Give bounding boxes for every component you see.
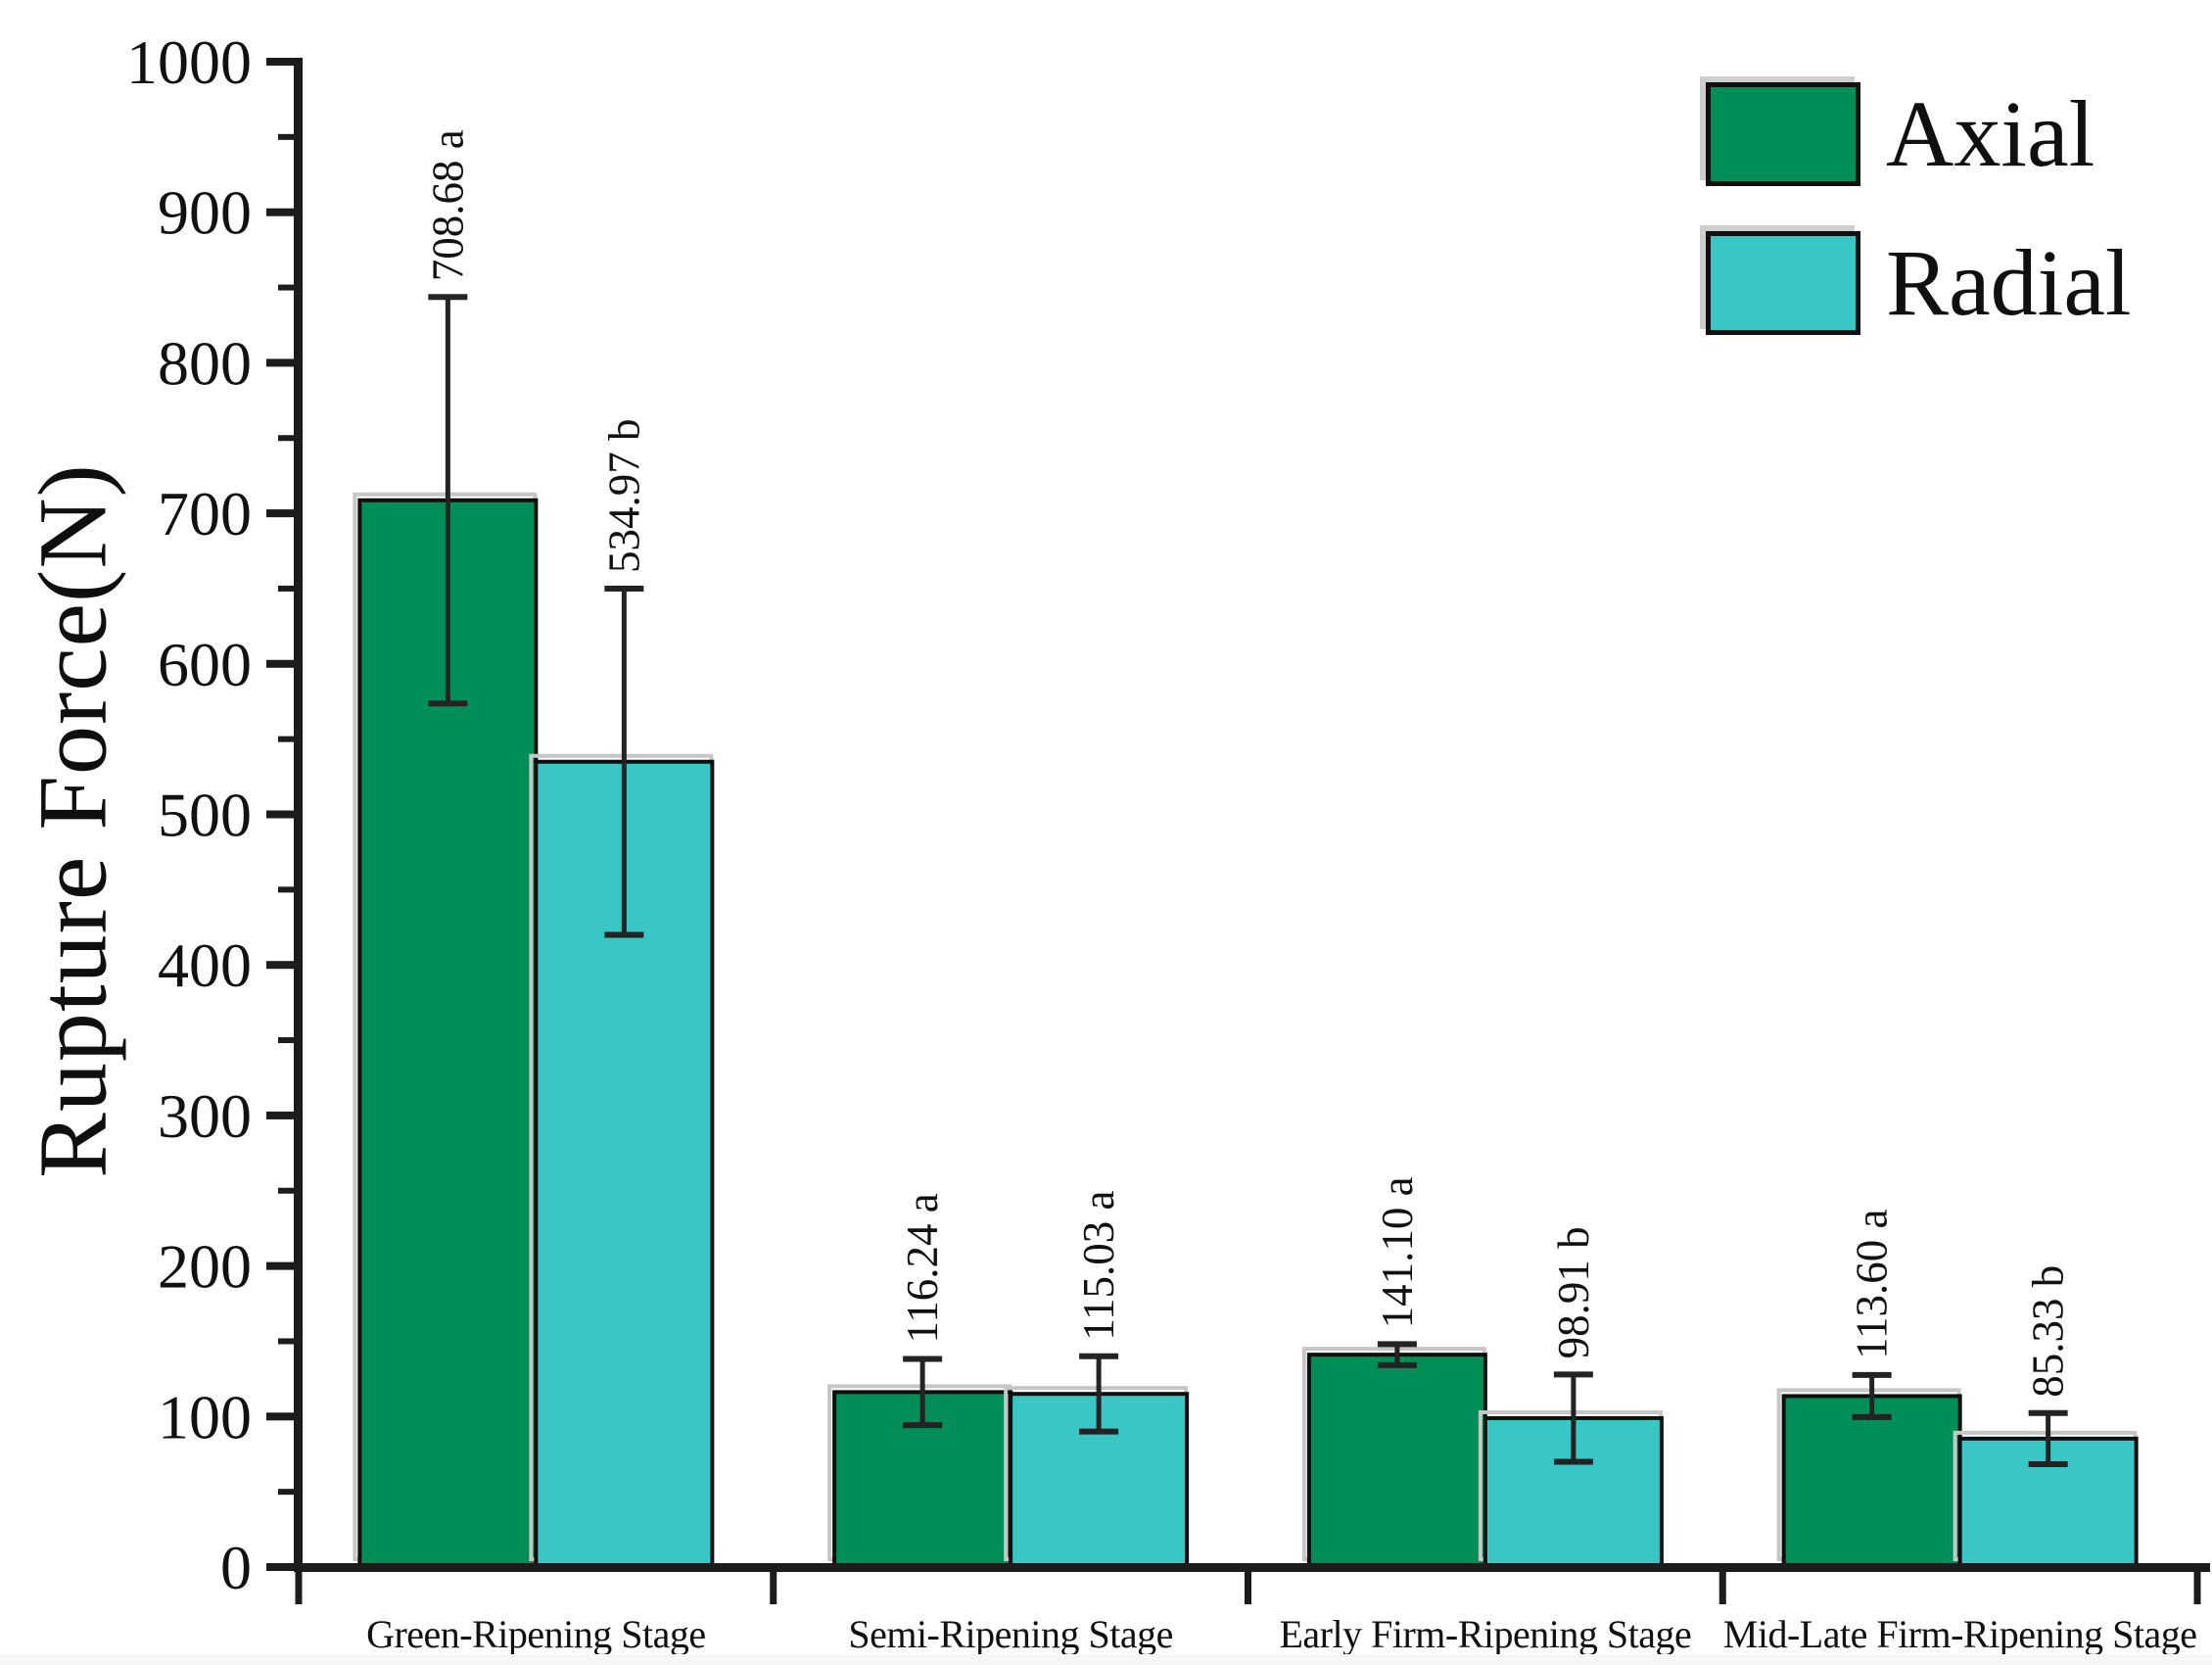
- bar-value-label: 141.10 a: [1373, 1176, 1422, 1328]
- bar-axial-2: [1306, 1353, 1487, 1569]
- bar-axial-3: [1781, 1394, 1962, 1570]
- y-tick-label: 300: [158, 1081, 252, 1151]
- legend-swatch-radial: [1706, 231, 1860, 335]
- y-minor-tick: [278, 1489, 294, 1496]
- y-minor-tick: [278, 435, 294, 442]
- bar-value-label: 534.97 b: [599, 418, 648, 573]
- y-minor-tick: [278, 1037, 294, 1044]
- x-axis-category-label: Semi-Ripening Stage: [848, 1612, 1173, 1656]
- legend-swatch-axial: [1706, 82, 1860, 186]
- y-axis-line: [294, 58, 303, 1572]
- y-tick-label: 1000: [126, 27, 252, 97]
- y-tick-label: 800: [158, 328, 252, 398]
- y-minor-tick: [278, 1338, 294, 1345]
- x-tick: [2193, 1571, 2201, 1604]
- y-major-tick: [266, 1563, 294, 1571]
- y-major-tick: [266, 358, 294, 367]
- y-minor-tick: [278, 886, 294, 893]
- legend-label-radial: Radial: [1886, 230, 2132, 335]
- x-axis-line: [294, 1563, 2210, 1572]
- bar-value-label: 115.03 a: [1074, 1190, 1123, 1340]
- x-tick: [1245, 1571, 1251, 1604]
- x-tick: [295, 1571, 303, 1604]
- x-axis-category-label: Mid-Late Firm-Ripening Stage: [1723, 1612, 2197, 1656]
- y-major-tick: [266, 659, 294, 668]
- y-tick-label: 500: [158, 781, 252, 850]
- x-axis-category-label: Early Firm-Ripening Stage: [1279, 1612, 1691, 1656]
- y-minor-tick: [278, 284, 294, 291]
- y-major-tick: [266, 208, 294, 216]
- y-major-tick: [266, 961, 294, 970]
- x-axis-category-label: Green-Ripening Stage: [366, 1612, 706, 1656]
- y-tick-label: 100: [158, 1382, 252, 1451]
- y-major-tick: [266, 1111, 294, 1119]
- legend-label-axial: Axial: [1886, 81, 2095, 186]
- y-major-tick: [266, 1412, 294, 1421]
- bar-value-label: 98.91 b: [1549, 1226, 1598, 1358]
- y-major-tick: [266, 1261, 294, 1270]
- legend-item-axial: Axial: [1706, 82, 2132, 186]
- y-major-tick: [266, 509, 294, 518]
- y-minor-tick: [278, 1187, 294, 1194]
- legend: Axial Radial: [1706, 82, 2132, 335]
- legend-item-radial: Radial: [1706, 231, 2132, 335]
- y-tick-label: 0: [220, 1533, 252, 1602]
- y-tick-label: 900: [158, 178, 252, 248]
- bar-value-label: 113.60 a: [1848, 1210, 1897, 1359]
- x-tick: [1718, 1571, 1726, 1604]
- y-tick-label: 600: [158, 630, 252, 699]
- y-major-tick: [266, 810, 294, 819]
- x-tick: [770, 1571, 777, 1604]
- y-minor-tick: [278, 585, 294, 592]
- bar-value-label: 116.24 a: [898, 1193, 947, 1343]
- figure-bottom-edge: [0, 1654, 2212, 1665]
- y-tick-label: 700: [158, 479, 252, 548]
- y-minor-tick: [278, 736, 294, 742]
- y-major-tick: [266, 58, 294, 66]
- y-axis-title: Rupture Force(N): [18, 463, 127, 1178]
- bar-value-label: 708.68 a: [423, 129, 472, 281]
- bar-value-label: 85.33 b: [2024, 1265, 2073, 1398]
- y-minor-tick: [278, 133, 294, 140]
- y-tick-label: 200: [158, 1232, 252, 1302]
- y-tick-label: 400: [158, 930, 252, 1000]
